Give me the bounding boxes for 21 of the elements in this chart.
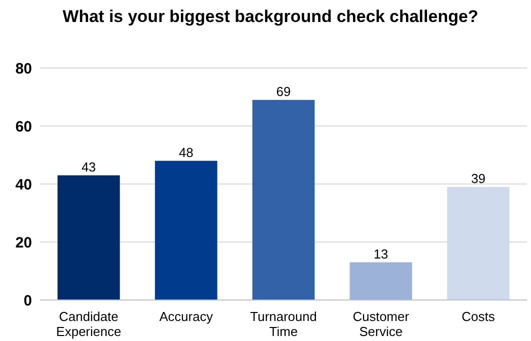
chart-title: What is your biggest background check challenge?: [62, 7, 478, 26]
y-tick-label: 0: [24, 292, 32, 310]
bar: [350, 262, 412, 300]
data-label: 48: [178, 144, 194, 160]
data-label: 13: [374, 246, 388, 262]
bar: [154, 160, 218, 300]
x-tick-label: Candidate Experience: [56, 309, 122, 339]
bar: [252, 100, 315, 300]
bar: [58, 175, 120, 300]
x-tick-label: Customer Service: [352, 309, 410, 339]
data-label: 43: [81, 159, 96, 174]
data-label: 39: [471, 170, 486, 186]
y-tick-label: 40: [15, 176, 32, 194]
y-tick-label: 80: [15, 60, 32, 78]
bar: [447, 186, 510, 300]
y-tick-label: 20: [15, 234, 32, 252]
x-tick-label: Turnaround Time: [250, 309, 317, 339]
y-tick-label: 60: [15, 118, 32, 136]
data-label: 69: [276, 84, 291, 99]
x-tick-label: Costs: [462, 309, 496, 324]
x-tick-label: Accuracy: [159, 309, 214, 324]
